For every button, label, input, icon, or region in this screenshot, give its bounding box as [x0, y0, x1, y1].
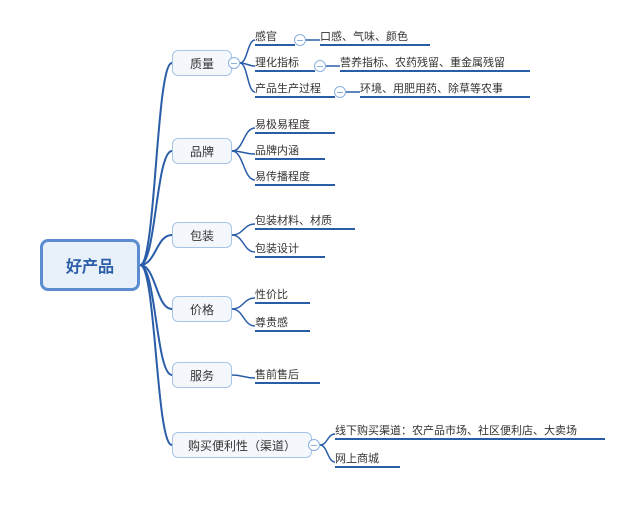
leaf-label: 售前售后 — [255, 366, 299, 382]
branch-node[interactable]: 质量 — [172, 50, 232, 76]
leaf-underline — [255, 228, 355, 230]
leaf-underline — [255, 382, 320, 384]
leaf-label: 网上商城 — [335, 450, 379, 466]
subleaf-underline — [340, 70, 530, 72]
collapse-icon[interactable] — [294, 34, 306, 46]
leaf-underline — [255, 132, 335, 134]
leaf-label: 尊贵感 — [255, 314, 288, 330]
branch-label: 服务 — [190, 367, 214, 384]
branch-label: 质量 — [190, 55, 214, 72]
subleaf-label: 环境、用肥用药、除草等农事 — [360, 80, 503, 96]
root-label: 好产品 — [66, 253, 114, 277]
branch-node[interactable]: 价格 — [172, 296, 232, 322]
root-node[interactable]: 好产品 — [40, 239, 140, 291]
branch-label: 价格 — [190, 301, 214, 318]
leaf-label: 包装设计 — [255, 240, 299, 256]
branch-node[interactable]: 服务 — [172, 362, 232, 388]
leaf-underline — [255, 44, 295, 46]
leaf-label: 品牌内涵 — [255, 142, 299, 158]
branch-node[interactable]: 购买便利性（渠道） — [172, 432, 312, 458]
leaf-label: 性价比 — [255, 286, 288, 302]
leaf-underline — [255, 330, 310, 332]
leaf-label: 易传播程度 — [255, 168, 310, 184]
branch-label: 包装 — [190, 227, 214, 244]
subleaf-underline — [320, 44, 430, 46]
leaf-label: 包装材料、材质 — [255, 212, 332, 228]
leaf-label: 理化指标 — [255, 54, 299, 70]
collapse-icon[interactable] — [334, 86, 346, 98]
leaf-label: 产品生产过程 — [255, 80, 321, 96]
branch-label: 品牌 — [190, 143, 214, 160]
leaf-underline — [255, 70, 315, 72]
branch-node[interactable]: 品牌 — [172, 138, 232, 164]
leaf-underline — [255, 96, 335, 98]
branch-label: 购买便利性（渠道） — [188, 437, 296, 454]
subleaf-label: 口感、气味、颜色 — [320, 28, 408, 44]
leaf-underline — [255, 184, 335, 186]
subleaf-label: 营养指标、农药残留、重金属残留 — [340, 54, 505, 70]
branch-node[interactable]: 包装 — [172, 222, 232, 248]
collapse-icon[interactable] — [308, 439, 320, 451]
collapse-icon[interactable] — [228, 57, 240, 69]
collapse-icon[interactable] — [314, 60, 326, 72]
leaf-underline — [255, 158, 325, 160]
leaf-underline — [255, 256, 325, 258]
leaf-label: 感官 — [255, 28, 277, 44]
leaf-underline — [335, 438, 605, 440]
leaf-label: 线下购买渠道：农产品市场、社区便利店、大卖场 — [335, 422, 577, 438]
leaf-underline — [255, 302, 310, 304]
subleaf-underline — [360, 96, 530, 98]
leaf-underline — [335, 466, 400, 468]
leaf-label: 易极易程度 — [255, 116, 310, 132]
